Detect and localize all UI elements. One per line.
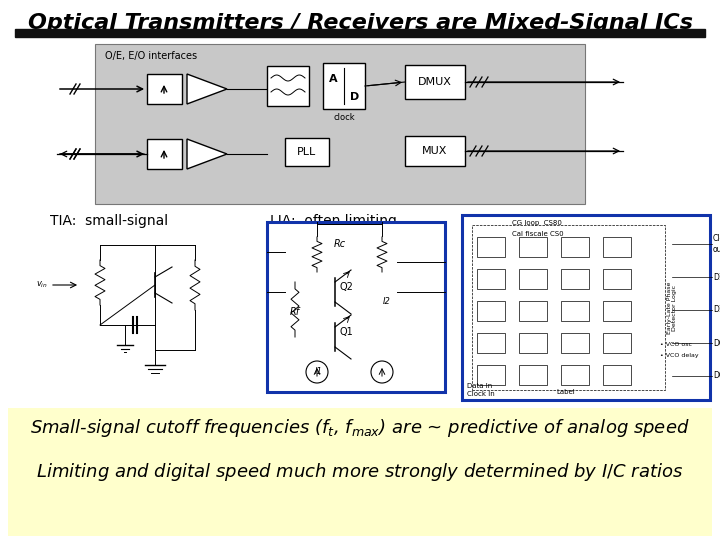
Text: Rc: Rc (334, 239, 346, 249)
Bar (561, 269, 589, 289)
Text: MUX/CMU & DMUX/CDR:
  mostly digital: MUX/CMU & DMUX/CDR: mostly digital (470, 214, 639, 246)
Text: DMUX: DMUX (418, 77, 452, 87)
Bar (477, 269, 505, 289)
Text: Label: Label (557, 389, 575, 395)
Bar (405, 136, 465, 166)
Text: I2: I2 (383, 298, 391, 307)
Bar (519, 301, 547, 321)
Bar (603, 333, 631, 353)
Bar (603, 301, 631, 321)
Bar (561, 237, 589, 257)
Bar (603, 365, 631, 385)
Bar (472, 225, 665, 390)
Bar (95, 44, 585, 204)
Bar (147, 139, 182, 169)
Text: Clock In: Clock In (467, 391, 495, 397)
Bar (519, 365, 547, 385)
Text: D10: D10 (713, 306, 720, 314)
Bar (267, 66, 309, 106)
Bar (519, 269, 547, 289)
Text: Q2: Q2 (340, 282, 354, 292)
Bar (147, 74, 182, 104)
Text: CG loop  CS80: CG loop CS80 (512, 220, 562, 226)
Text: D: D (351, 92, 359, 102)
Circle shape (371, 361, 393, 383)
Circle shape (306, 361, 328, 383)
Bar (519, 237, 547, 257)
Bar (519, 333, 547, 353)
Bar (561, 301, 589, 321)
Text: • VCO delay: • VCO delay (660, 353, 698, 357)
Bar (15, 29, 705, 37)
Text: Early-Late Phase
Detector Logic: Early-Late Phase Detector Logic (667, 282, 678, 334)
Bar (477, 237, 505, 257)
Text: Limiting and digital speed much more strongly determined by $I/C$ ratios: Limiting and digital speed much more str… (36, 461, 684, 483)
Text: LIA:  often limiting: LIA: often limiting (270, 214, 397, 228)
Text: • VCO osc: • VCO osc (660, 342, 692, 348)
Text: O/E, E/O interfaces: O/E, E/O interfaces (105, 51, 197, 61)
Text: clock: clock (333, 112, 355, 122)
Text: Optical Transmitters / Receivers are Mixed-Signal ICs: Optical Transmitters / Receivers are Mix… (27, 13, 693, 33)
Text: A: A (329, 74, 337, 84)
Text: Data In: Data In (467, 383, 492, 389)
Text: Clock
out: Clock out (713, 234, 720, 254)
Text: Rf: Rf (290, 307, 300, 317)
Bar (477, 301, 505, 321)
Polygon shape (187, 74, 227, 104)
Text: Cal fiscale CS0: Cal fiscale CS0 (512, 231, 564, 237)
Bar (323, 63, 365, 109)
Text: D00: D00 (713, 372, 720, 381)
Bar (477, 333, 505, 353)
Text: $v_{in}$: $v_{in}$ (36, 280, 48, 291)
Bar (462, 215, 710, 400)
Text: Small-signal cutoff frequencies ($f_t$, $f_{max}$) are ~ predictive of analog sp: Small-signal cutoff frequencies ($f_t$, … (30, 417, 690, 439)
Bar (405, 65, 465, 99)
Text: TIA:  small-signal: TIA: small-signal (50, 214, 168, 228)
Bar (285, 138, 329, 166)
Polygon shape (187, 139, 227, 169)
Text: D01: D01 (713, 339, 720, 348)
Bar (603, 269, 631, 289)
Bar (561, 365, 589, 385)
Bar (477, 365, 505, 385)
Text: PLL: PLL (297, 147, 317, 157)
Text: D11: D11 (713, 273, 720, 281)
Bar (561, 333, 589, 353)
Bar (8, 408, 712, 536)
Text: Q1: Q1 (340, 327, 354, 337)
Text: MUX: MUX (423, 146, 448, 156)
Bar (267, 222, 445, 392)
Bar (603, 237, 631, 257)
Text: I1: I1 (315, 368, 323, 376)
